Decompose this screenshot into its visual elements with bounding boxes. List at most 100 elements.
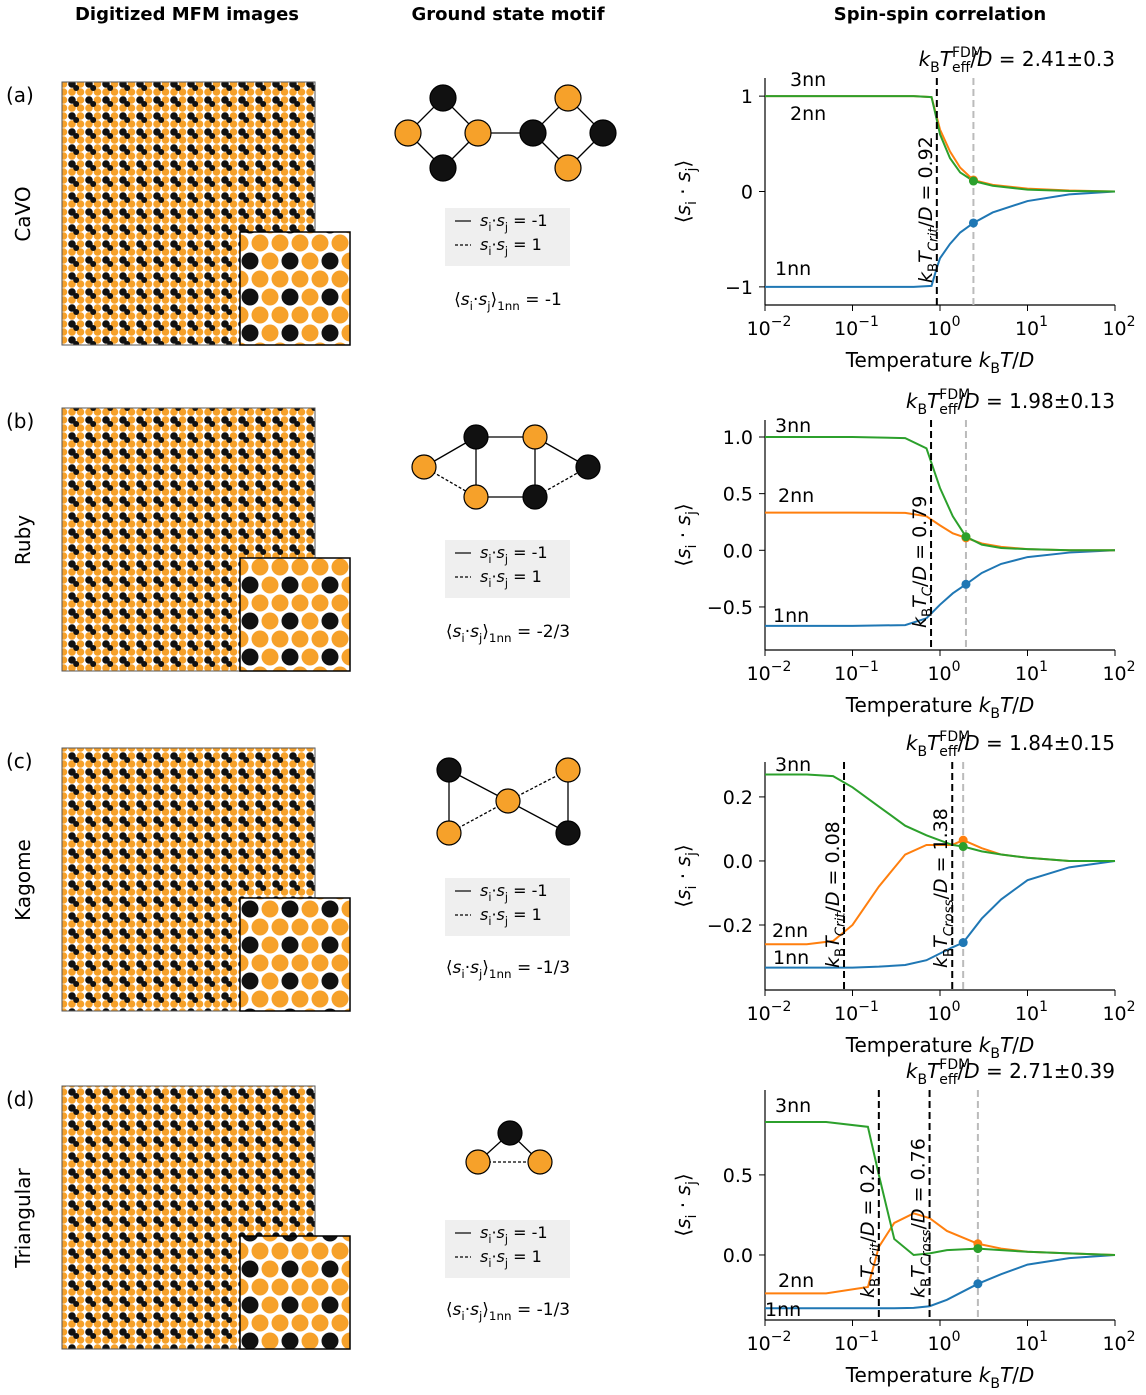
text-part: D [1019,1363,1034,1387]
ground-state-correlation: ⟨si·sj⟩1nn = -2/3 [446,622,570,645]
eff-marker [973,1244,982,1253]
eff-marker [969,177,978,186]
motif-spin [412,455,436,479]
mfm-inset [240,232,350,345]
x-tick-base: 10 [1102,318,1126,340]
y-tick-label: 1 [741,86,753,108]
motif-spin [556,821,580,845]
text-part: Temperature [845,1363,979,1387]
x-tick-base: 10 [834,318,858,340]
x-tick-base: 10 [747,663,771,685]
text-part: s [497,567,505,586]
x-tick-base: 10 [927,1333,951,1355]
text-part: = 1.98±0.13 [980,389,1115,413]
text-part: D [822,892,844,907]
text-part: ⟨ [671,1229,695,1237]
text-part: s [480,1223,488,1242]
text-part: Cross [919,1229,934,1266]
eff-marker [959,842,968,851]
y-tick-label: 0.0 [723,540,753,562]
y-axis-label: ⟨si · sj⟩ [671,844,700,907]
text-part: D [1019,693,1034,717]
text-part: ⟨ [671,559,695,567]
x-tick-label: 100 [927,659,960,685]
eff-marker [961,532,970,541]
eff-marker [959,938,968,947]
x-tick-base: 10 [1102,1333,1126,1355]
text-part: B [921,608,936,617]
text-part: B [917,744,927,760]
column-header: Ground state motif [411,4,604,25]
y-axis-label: ⟨si · sj⟩ [671,503,700,566]
text-part: = 0.2 [857,1163,879,1221]
text-part: = 1 [508,905,542,924]
text-part: s [497,1223,505,1242]
motif-spin [464,425,488,449]
x-tick-label: 101 [1015,999,1048,1025]
text-part: s [478,290,487,310]
column-header: Spin-spin correlation [834,4,1046,25]
motif-spin [523,425,547,449]
ground-state-correlation: ⟨si·sj⟩1nn = -1/3 [446,958,570,981]
x-tick-label: 100 [927,999,960,1025]
text-part: eff [939,402,958,418]
text-part: s [671,1185,695,1195]
x-axis-label: Temperature kBT/D [845,1363,1035,1392]
x-tick-label: 10−1 [834,314,879,340]
x-tick-exponent: −1 [858,999,879,1015]
text-part: s [497,235,505,254]
text-part: = 1 [508,567,542,586]
text-part: = 1 [508,235,542,254]
series-line [765,513,1115,551]
text-part: s [671,172,695,182]
text-part: = -1 [520,290,562,310]
text-part: D [930,878,952,893]
motif-spin [576,455,600,479]
text-part: s [470,622,479,642]
x-tick-base: 10 [927,318,951,340]
mfm-inset [240,1236,350,1349]
text-part: s [480,905,488,924]
text-part: · [671,525,695,544]
y-tick-label: 0.5 [723,1165,753,1187]
series-label: 1nn [775,258,811,280]
text-part: B [927,263,942,272]
text-part: = -1 [508,543,548,562]
x-tick-base: 10 [747,318,771,340]
motif-spin [528,1150,552,1174]
text-part: Temperature [845,693,979,717]
x-tick-base: 10 [1015,1333,1039,1355]
x-tick-exponent: 2 [1127,659,1136,675]
text-part: ⟩ [482,1300,489,1320]
text-part: B [930,60,940,76]
series-label: 2nn [790,103,826,125]
x-tick-exponent: −1 [858,314,879,330]
text-part: = 0.08 [822,821,844,891]
text-part: Temperature [845,1033,979,1057]
text-part: = -1/3 [512,958,571,978]
text-part: ⟩ [671,160,695,168]
series-line [765,550,1115,626]
text-part: s [497,211,505,230]
x-tick-exponent: 1 [1039,1329,1048,1345]
mfm-inset [240,898,350,1011]
motif-spin [556,758,580,782]
motif-spin [395,120,421,146]
text-part: s [453,622,462,642]
series-line [765,1122,1115,1255]
x-tick-label: 10−2 [747,314,792,340]
text-part: ⟩ [671,503,695,511]
series-label: 2nn [778,1270,814,1292]
x-tick-label: 10−2 [747,1329,792,1355]
x-tick-base: 10 [1015,663,1039,685]
text-part: s [497,881,505,900]
text-part: 1nn [489,1309,512,1323]
eff-marker [973,1279,982,1288]
motif-spin [523,485,547,509]
text-part: s [453,958,462,978]
text-part: D [857,1222,879,1237]
text-part: = -1/3 [512,1300,571,1320]
series-label: 3nn [775,415,811,437]
text-part: s [480,211,488,230]
critical-temperature-label: kBTC/D = 0.79 [909,496,936,628]
